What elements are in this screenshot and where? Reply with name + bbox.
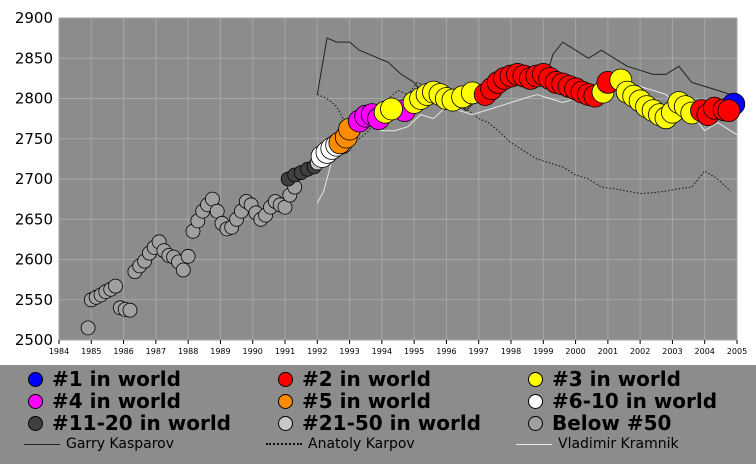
legend-item-rank1: #1 in world: [28, 367, 181, 391]
data-point: [108, 278, 123, 294]
y-tick-label: 2900: [15, 9, 53, 27]
legend-label: Below #50: [552, 411, 672, 435]
data-point: [180, 248, 196, 264]
legend-item-rank2: #2 in world: [278, 367, 431, 391]
data-point: [122, 302, 138, 318]
x-tick-label: 1984: [49, 347, 69, 356]
legend-line-label: Vladimir Kramnik: [558, 436, 679, 452]
x-tick-label: 1991: [275, 347, 295, 356]
below50-marker-icon: [528, 415, 543, 431]
legend-label: #4 in world: [52, 389, 181, 413]
x-tick-label: 1985: [81, 347, 101, 356]
x-tick-label: 1993: [339, 347, 359, 356]
data-point: [175, 262, 191, 278]
x-tick-label: 1998: [501, 347, 521, 356]
rank21-50-marker-icon: [278, 415, 293, 431]
rank1-marker-icon: [28, 371, 43, 387]
x-tick-label: 2003: [662, 347, 682, 356]
data-point: [380, 97, 403, 121]
rank4-marker-icon: [28, 393, 43, 409]
x-axis-ticks: 1984 1985 1986 1987 1988 1989 1990 1991 1992 1993…: [49, 340, 747, 356]
y-tick-label: 2800: [15, 90, 53, 108]
x-tick-label: 1992: [307, 347, 327, 356]
legend-line-kasparov: Garry Kasparov: [24, 436, 174, 452]
x-tick-label: 1997: [469, 347, 489, 356]
elo-rating-chart: 2500 2550 2600 2650 2700 2750 2800 2850 2900 198…: [15, 9, 747, 356]
x-tick-label: 1987: [146, 347, 166, 356]
legend-line-label: Garry Kasparov: [66, 436, 175, 452]
rank11-20-marker-icon: [28, 415, 43, 431]
legend-item-rank21-50: #21-50 in world: [278, 411, 481, 435]
x-tick-label: 2000: [565, 347, 585, 356]
legend-line-label: Anatoly Karpov: [308, 436, 415, 452]
x-tick-label: 2001: [598, 347, 618, 356]
legend-item-rank6-10: #6-10 in world: [528, 389, 718, 413]
legend-label: #2 in world: [302, 367, 431, 391]
y-tick-label: 2850: [15, 49, 53, 67]
y-tick-label: 2500: [15, 331, 53, 349]
legend-label: #3 in world: [552, 367, 681, 391]
legend-item-rank4: #4 in world: [28, 389, 181, 413]
legend-label: #5 in world: [302, 389, 431, 413]
legend-label: #6-10 in world: [552, 389, 718, 413]
y-tick-label: 2550: [15, 291, 53, 309]
y-tick-label: 2600: [15, 251, 53, 269]
x-tick-label: 1996: [436, 347, 456, 356]
legend-item-rank5: #5 in world: [278, 389, 431, 413]
x-tick-label: 2004: [695, 347, 715, 356]
light-line-icon: [516, 443, 552, 445]
data-point: [80, 320, 96, 336]
x-tick-label: 2002: [630, 347, 650, 356]
legend-label: #1 in world: [52, 367, 181, 391]
y-tick-label: 2700: [15, 170, 53, 188]
rank-points: [80, 63, 746, 336]
legend: #1 in world #2 in world #3 in world #4 i…: [0, 365, 756, 464]
legend-item-below50: Below #50: [528, 411, 672, 435]
rank2-marker-icon: [278, 371, 293, 387]
x-tick-label: 1994: [372, 347, 392, 356]
legend-line-kramnik: Vladimir Kramnik: [516, 436, 679, 452]
legend-label: #11-20 in world: [52, 411, 231, 435]
x-tick-label: 1990: [243, 347, 263, 356]
legend-item-rank11-20: #11-20 in world: [28, 411, 231, 435]
y-axis-ticks: 2500 2550 2600 2650 2700 2750 2800 2850 2900: [15, 9, 53, 349]
dotted-line-icon: [266, 443, 302, 445]
y-tick-label: 2650: [15, 210, 53, 228]
rank5-marker-icon: [278, 393, 293, 409]
legend-item-rank3: #3 in world: [528, 367, 681, 391]
rank3-marker-icon: [528, 371, 543, 387]
x-tick-label: 2005: [727, 347, 747, 356]
legend-line-karpov: Anatoly Karpov: [266, 436, 415, 452]
x-tick-label: 1995: [404, 347, 424, 356]
x-tick-label: 1989: [210, 347, 230, 356]
y-tick-label: 2750: [15, 130, 53, 148]
legend-label: #21-50 in world: [302, 411, 481, 435]
data-point: [717, 99, 741, 122]
x-tick-label: 1988: [178, 347, 198, 356]
x-tick-label: 1999: [533, 347, 553, 356]
solid-line-icon: [24, 443, 60, 445]
x-tick-label: 1986: [113, 347, 133, 356]
rank6-10-marker-icon: [528, 393, 543, 409]
